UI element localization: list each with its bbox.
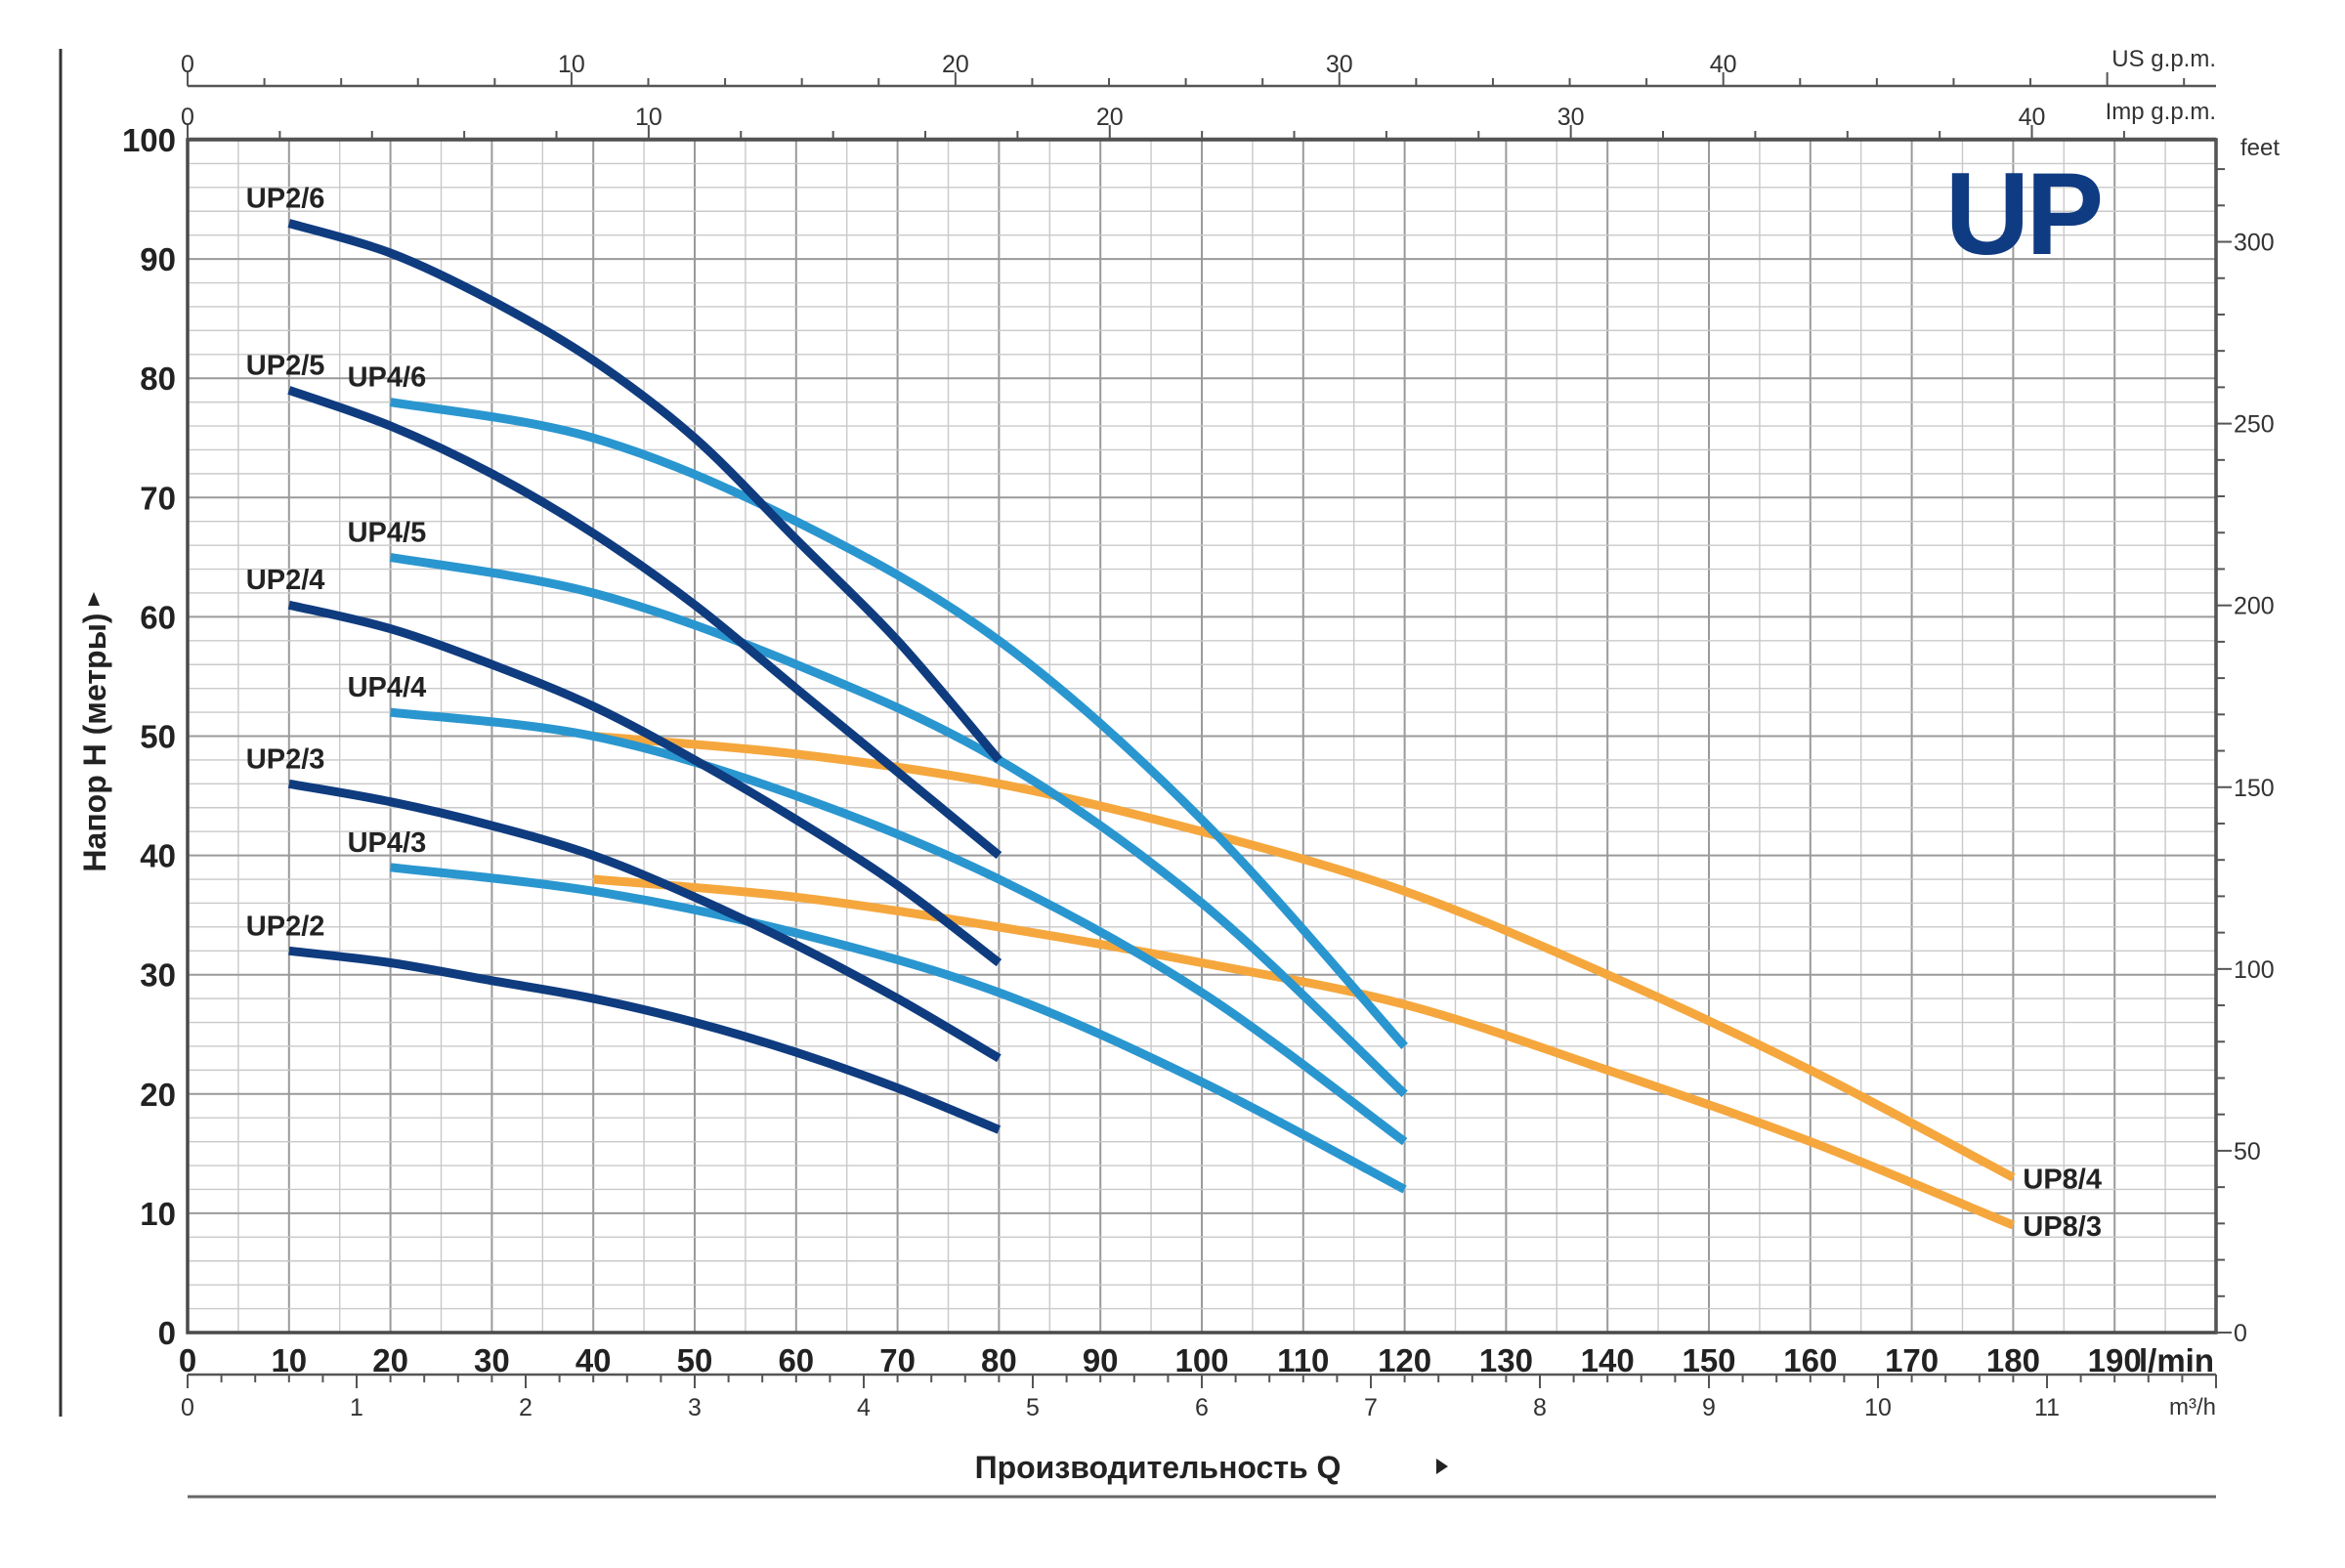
curve-up2-6 xyxy=(287,219,1002,763)
x-tick-label: 20 xyxy=(372,1342,408,1378)
x-tick-label: 70 xyxy=(879,1342,916,1378)
m3h-tick-label: 11 xyxy=(2034,1394,2060,1421)
curve-up2-4 xyxy=(287,600,1002,967)
m3h-tick-label: 8 xyxy=(1533,1394,1547,1421)
x-tick-label: 190 xyxy=(2088,1342,2142,1378)
m3h-tick-label: 7 xyxy=(1364,1394,1378,1421)
x-tick-label: 40 xyxy=(576,1342,612,1378)
x-tick-label: 120 xyxy=(1378,1342,1431,1378)
x-tick-label: 90 xyxy=(1083,1342,1119,1378)
us-gpm-tick-label: 30 xyxy=(1326,51,1353,78)
us-gpm-tick-label: 20 xyxy=(942,51,969,78)
x-tick-label: 80 xyxy=(981,1342,1017,1378)
x-tick-label: 100 xyxy=(1174,1342,1228,1378)
series-label-up4-6: UP4/6 xyxy=(348,362,427,394)
curve-up4-4 xyxy=(390,707,1408,1146)
y-tick-label: 90 xyxy=(140,241,176,277)
series-label-up2-4: UP2/4 xyxy=(246,565,325,596)
series-label-up4-3: UP4/3 xyxy=(348,827,427,859)
x-tick-label: 10 xyxy=(271,1342,307,1378)
x-axis-arrow-icon xyxy=(1436,1459,1448,1474)
imp-gpm-tick-label: 40 xyxy=(2019,104,2046,131)
feet-tick-label: 100 xyxy=(2234,956,2275,984)
y-tick-label: 70 xyxy=(140,480,176,516)
curve-up8-4 xyxy=(592,732,2016,1182)
x-tick-label: 0 xyxy=(179,1342,196,1378)
m3h-tick-label: 6 xyxy=(1195,1394,1209,1421)
series-label-up8-3: UP8/3 xyxy=(2023,1211,2102,1243)
series-label-up2-6: UP2/6 xyxy=(246,183,325,214)
imp-gpm-tick-label: 20 xyxy=(1096,104,1124,131)
x-tick-label: 180 xyxy=(1986,1342,2040,1378)
x-tick-label: 170 xyxy=(1885,1342,1939,1378)
m3h-unit: m³/h xyxy=(2169,1394,2216,1420)
x-axis-title: Производительность Q xyxy=(975,1450,1342,1485)
feet-tick-label: 50 xyxy=(2234,1138,2261,1165)
m3h-tick-label: 2 xyxy=(519,1394,533,1421)
feet-tick-label: 0 xyxy=(2234,1320,2247,1347)
x-tick-label: 60 xyxy=(778,1342,814,1378)
series-label-up2-3: UP2/3 xyxy=(246,743,325,775)
us-gpm-tick-label: 0 xyxy=(181,51,194,78)
x-tick-label: 30 xyxy=(474,1342,510,1378)
m3h-tick-label: 3 xyxy=(688,1394,702,1421)
curve-layer xyxy=(287,219,2016,1230)
y-tick-label: 80 xyxy=(140,360,176,397)
y-tick-label: 50 xyxy=(140,719,176,755)
x-tick-label: 140 xyxy=(1581,1342,1635,1378)
us-gpm-tick-label: 10 xyxy=(558,51,585,78)
curve-up4-3 xyxy=(390,863,1407,1194)
y-tick-label: 40 xyxy=(140,838,176,874)
curve-up4-6 xyxy=(389,398,1408,1049)
series-label-up8-4: UP8/4 xyxy=(2023,1164,2102,1195)
feet-tick-label: 250 xyxy=(2234,411,2275,439)
feet-tick-label: 300 xyxy=(2234,230,2275,257)
x-tick-label: 160 xyxy=(1783,1342,1837,1378)
imp-gpm-tick-label: 10 xyxy=(635,104,662,131)
m3h-tick-label: 0 xyxy=(181,1394,194,1421)
imp-gpm-tick-label: 0 xyxy=(181,104,194,131)
imp-gpm-tick-label: 30 xyxy=(1557,104,1585,131)
plot-grid xyxy=(188,140,2216,1333)
x-tick-label: 110 xyxy=(1277,1342,1329,1378)
curve-up2-2 xyxy=(288,946,1002,1134)
m3h-tick-label: 9 xyxy=(1702,1394,1716,1421)
y-axis-title: Напор H (метры) xyxy=(77,613,112,871)
y-tick-label: 60 xyxy=(140,599,176,635)
series-label-up4-5: UP4/5 xyxy=(348,517,427,548)
y-axis-arrow-icon xyxy=(88,592,100,606)
y-tick-label: 10 xyxy=(140,1196,176,1232)
y-tick-label: 0 xyxy=(158,1315,176,1351)
x-unit-label: l/min xyxy=(2139,1342,2214,1378)
curve-up8-3 xyxy=(592,874,2016,1230)
feet-tick-label: 200 xyxy=(2234,593,2275,620)
brand-logo: UP xyxy=(1945,148,2101,279)
curve-up4-5 xyxy=(389,552,1408,1098)
series-label-up4-4: UP4/4 xyxy=(348,672,427,703)
series-label-up2-2: UP2/2 xyxy=(246,911,325,942)
x-tick-label: 130 xyxy=(1479,1342,1533,1378)
curve-up2-5 xyxy=(287,386,1002,860)
x-tick-label: 50 xyxy=(677,1342,713,1378)
series-label-up2-5: UP2/5 xyxy=(246,350,325,381)
feet-tick-label: 150 xyxy=(2234,775,2275,802)
m3h-tick-label: 10 xyxy=(1864,1394,1892,1421)
m3h-tick-label: 4 xyxy=(857,1394,871,1421)
y-tick-label: 100 xyxy=(122,122,176,158)
m3h-tick-label: 5 xyxy=(1026,1394,1040,1421)
feet-unit: feet xyxy=(2240,135,2280,161)
y-tick-label: 30 xyxy=(140,957,176,994)
x-tick-label: 150 xyxy=(1682,1342,1735,1378)
us-gpm-unit: US g.p.m. xyxy=(2111,46,2216,72)
series-labels-layer: UP2/6 UP2/5 UP2/4 UP2/3 UP2/2 UP4/6 UP4/5 UP4/4… xyxy=(246,183,2102,1243)
y-tick-label: 20 xyxy=(140,1077,176,1113)
us-gpm-tick-label: 40 xyxy=(1710,51,1737,78)
imp-gpm-unit: Imp g.p.m. xyxy=(2106,99,2216,125)
m3h-tick-label: 1 xyxy=(350,1394,363,1421)
curve-up2-3 xyxy=(288,779,1002,1063)
